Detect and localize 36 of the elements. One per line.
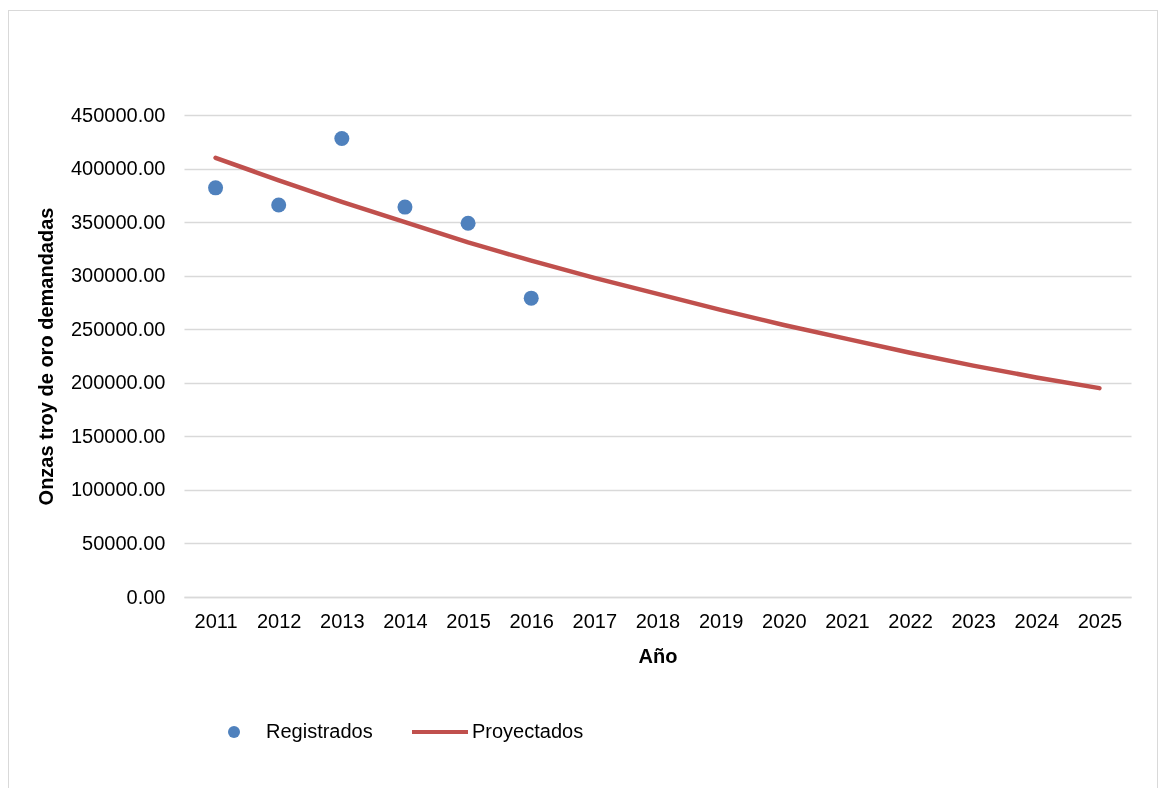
y-tick-label: 250000.00	[70, 317, 166, 340]
x-tick-label: 2021	[825, 609, 870, 632]
y-tick-label: 100000.00	[70, 478, 166, 501]
x-tick-label: 2015	[446, 609, 491, 632]
y-tick-label: 450000.00	[70, 103, 166, 126]
x-tick-label: 2024	[1014, 609, 1060, 632]
x-tick-label: 2025	[1077, 609, 1123, 632]
x-axis-title: Año	[638, 644, 678, 667]
legend-label: Proyectados	[472, 720, 584, 742]
y-axis-title: Onzas troy de oro demandadas	[34, 207, 57, 506]
x-tick-label: 2011	[194, 609, 238, 632]
legend-label: Registrados	[266, 720, 373, 742]
point	[334, 131, 350, 147]
x-tick-label: 2013	[320, 609, 365, 632]
line-series	[213, 155, 1102, 391]
y-tick-label: 350000.00	[70, 210, 166, 233]
point	[397, 199, 413, 215]
point	[460, 215, 476, 231]
y-tick-label: 400000.00	[70, 157, 166, 180]
x-tick-label: 2020	[762, 609, 807, 632]
x-tick-label: 2012	[256, 609, 302, 632]
point	[208, 180, 224, 196]
y-tick-label: 300000.00	[70, 264, 166, 287]
point	[523, 290, 539, 306]
x-tick-label: 2014	[383, 609, 428, 632]
x-tick-label: 2022	[888, 609, 933, 632]
x-tick-label: 2017	[572, 609, 618, 632]
y-tick-label: 200000.00	[70, 371, 166, 394]
x-tick-label: 2016	[509, 609, 554, 632]
point	[271, 197, 287, 213]
x-tick-label: 2023	[951, 609, 996, 632]
y-tick-label: 0.00	[126, 585, 166, 608]
y-tick-label: 150000.00	[70, 424, 166, 447]
x-tick-label: 2019	[698, 609, 744, 632]
y-tick-label: 50000.00	[82, 531, 166, 554]
x-tick-label: 2018	[635, 609, 681, 632]
